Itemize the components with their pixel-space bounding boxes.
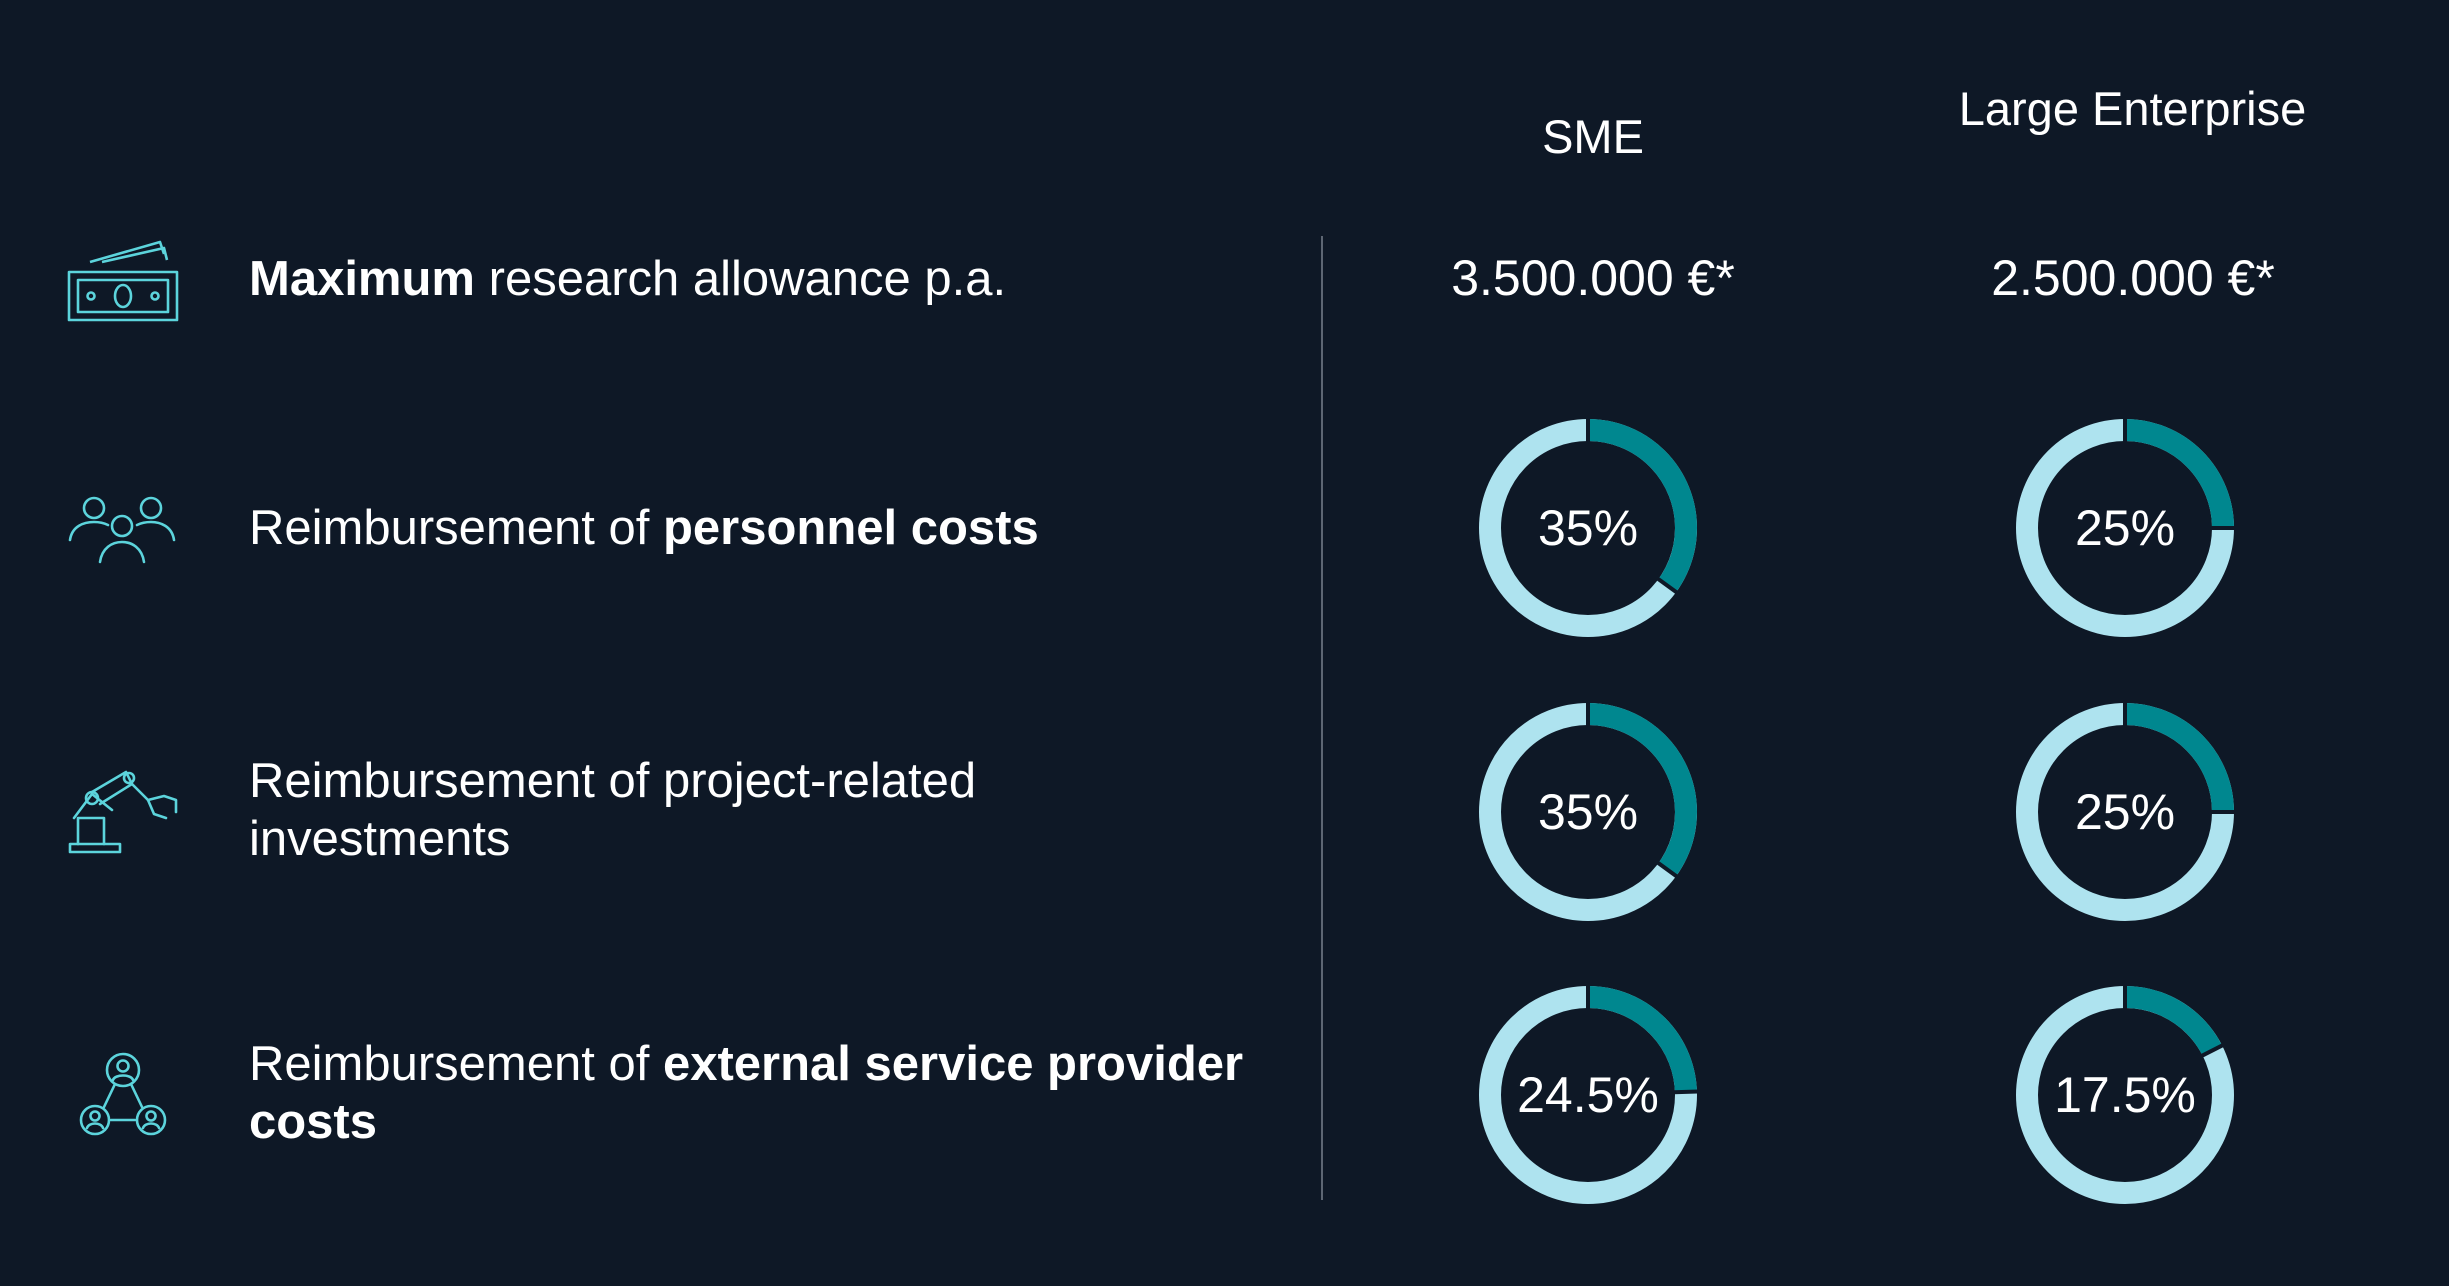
header-sme: SME xyxy=(1542,110,1644,163)
row-label-investments: Reimbursement of project-related investm… xyxy=(249,754,977,866)
row-label-max-allowance: Maximum research allowance p.a. xyxy=(249,252,1007,306)
donut-personnel-sme: 35% xyxy=(1473,413,1703,643)
donut-segment-gap xyxy=(1656,576,1679,595)
donut-segment-gap xyxy=(1673,1089,1699,1095)
column-divider xyxy=(1321,236,1323,1200)
donut-investments-sme: 35% xyxy=(1473,697,1703,927)
donut-investments-large: 25% xyxy=(2010,697,2240,927)
header-large-enterprise: Large Enterprise xyxy=(1958,82,2307,135)
donut-label: 17.5% xyxy=(2054,1067,2196,1123)
donut-label: 35% xyxy=(1537,784,1639,840)
amount-large: 2.500.000 €* xyxy=(1991,250,2275,306)
amount-sme: 3.500.000 €* xyxy=(1451,250,1735,306)
donut-external-sme: 24.5% xyxy=(1473,980,1703,1210)
donut-label: 25% xyxy=(2074,500,2176,556)
money-icon xyxy=(66,238,181,322)
row-label-external: Reimbursement of external service provid… xyxy=(249,1037,1244,1149)
donut-label: 35% xyxy=(1537,500,1639,556)
donut-label: 25% xyxy=(2074,784,2176,840)
network-people-icon xyxy=(78,1052,168,1142)
row-label-personnel: Reimbursement of personnel costs xyxy=(249,501,1039,555)
donut-label: 24.5% xyxy=(1517,1067,1659,1123)
donut-segment-gap xyxy=(1656,860,1679,879)
donut-personnel-large: 25% xyxy=(2010,413,2240,643)
donut-segment-gap xyxy=(2200,1043,2224,1058)
people-group-icon xyxy=(66,494,178,564)
robot-arm-icon xyxy=(66,768,178,856)
donut-external-large: 17.5% xyxy=(2010,980,2240,1210)
